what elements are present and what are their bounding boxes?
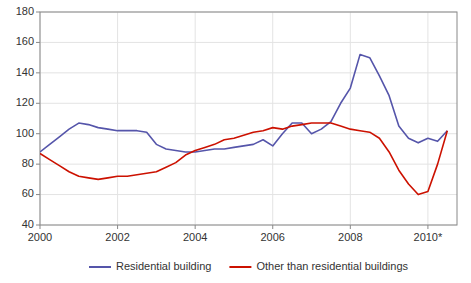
y-tick-label: 140 xyxy=(16,66,34,78)
y-tick-label: 100 xyxy=(16,127,34,139)
y-tick xyxy=(36,12,40,13)
x-tick xyxy=(195,225,196,229)
y-tick xyxy=(36,42,40,43)
y-tick xyxy=(36,72,40,73)
series-line xyxy=(40,55,447,152)
legend-label: Residential building xyxy=(116,260,211,272)
y-tick xyxy=(36,194,40,195)
y-tick xyxy=(36,164,40,165)
x-tick xyxy=(117,225,118,229)
y-tick-label: 80 xyxy=(22,157,34,169)
chart: 40 60 80 100 120 140 160 180 2000 2002 2004 2006 200… xyxy=(0,0,471,283)
x-grid-line xyxy=(350,12,351,225)
x-tick-label: 2000 xyxy=(28,231,52,243)
x-tick xyxy=(350,225,351,229)
y-tick-label: 180 xyxy=(16,5,34,17)
x-tick-label: 2004 xyxy=(183,231,207,243)
y-grid-line xyxy=(40,42,457,43)
y-grid-line xyxy=(40,103,457,104)
y-grid-line xyxy=(40,164,457,165)
y-tick-label: 120 xyxy=(16,96,34,108)
legend-swatch xyxy=(89,266,111,268)
legend: Residential building Other than residenti… xyxy=(89,260,409,272)
lines xyxy=(40,55,447,195)
x-tick-label: 2010* xyxy=(414,231,443,243)
x-grid-line xyxy=(117,12,118,225)
series-line xyxy=(40,123,447,195)
y-tick-label: 160 xyxy=(16,35,34,47)
y-grid-line xyxy=(40,72,457,73)
x-tick-label: 2008 xyxy=(338,231,362,243)
x-tick-label: 2006 xyxy=(261,231,285,243)
x-tick xyxy=(40,225,41,229)
y-grid-line xyxy=(40,194,457,195)
x-grid-line xyxy=(427,12,428,225)
y-tick xyxy=(36,225,40,226)
y-tick-label: 40 xyxy=(22,218,34,230)
legend-swatch xyxy=(229,266,251,268)
y-tick xyxy=(36,133,40,134)
grid xyxy=(40,12,457,225)
x-tick-label: 2002 xyxy=(105,231,129,243)
x-tick xyxy=(272,225,273,229)
legend-item: Other than residential buildings xyxy=(229,260,408,272)
y-tick-label: 60 xyxy=(22,187,34,199)
y-tick xyxy=(36,103,40,104)
legend-item: Residential building xyxy=(89,260,211,272)
x-tick xyxy=(427,225,428,229)
plot-frame xyxy=(40,12,457,225)
legend-label: Other than residential buildings xyxy=(256,260,408,272)
x-grid-line xyxy=(195,12,196,225)
x-grid-line xyxy=(272,12,273,225)
